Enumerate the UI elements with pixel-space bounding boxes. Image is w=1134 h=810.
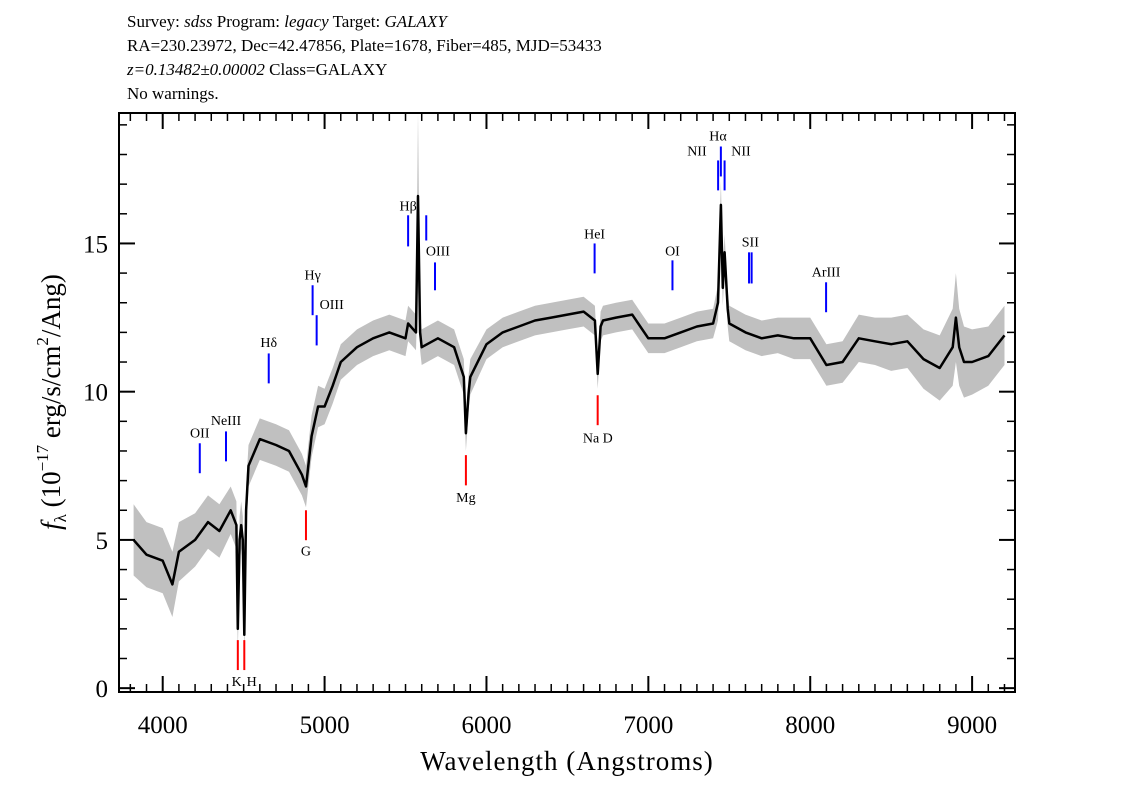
line-label-18: SII [742,235,759,250]
line-label-0: OII [190,426,210,441]
line-label-15: NII [687,144,707,159]
header-line-4: No warnings. [127,84,219,103]
header-line-3: z=0.13482±0.00002 Class=GALAXY [127,60,387,80]
redshift: z=0.13482±0.00002 [127,60,265,79]
class: Class=GALAXY [269,60,388,79]
y-axis-label: fλ (10−17 erg/s/cm2/Ang) [33,274,70,530]
header-line-1: Survey: sdss Program: legacy Target: GAL… [127,12,447,32]
y-tick-label: 5 [96,528,109,555]
line-label-1: NeIII [211,414,242,429]
header-line-2: RA=230.23972, Dec=42.47856, Plate=1678, … [127,36,602,55]
target-value: GALAXY [384,12,447,31]
x-tick-label: 4000 [138,712,188,739]
x-tick-label: 5000 [300,712,350,739]
x-axis-label: Wavelength (Angstroms) [420,746,714,776]
line-label-6: Hγ [304,268,320,283]
y-tick-label: 10 [83,380,108,407]
survey-value: sdss [184,12,213,31]
line-label-16: Hα [709,130,727,145]
target-label: Target: [332,12,381,31]
line-label-8: Hβ [399,199,416,214]
program-label: Program: [216,12,281,31]
line-label-3: H [247,675,257,690]
line-label-13: Na D [583,431,613,446]
plot-frame [118,112,1016,693]
line-label-7: OIII [320,298,344,313]
line-label-12: HeI [584,227,605,242]
line-label-2: K [232,675,242,690]
line-label-20: ArIII [812,265,841,280]
x-tick-label: 6000 [461,712,511,739]
line-label-5: G [301,544,311,559]
y-tick-label: 15 [83,231,108,258]
y-tick-label: 0 [96,676,109,703]
error-band [133,113,1005,659]
line-label-11: Mg [456,491,475,506]
survey-label: Survey: [127,12,180,31]
program-value: legacy [284,12,329,31]
line-label-10: OIII [426,244,450,259]
line-label-17: NII [731,144,751,159]
line-label-4: Hδ [260,336,277,351]
x-tick-label: 8000 [785,712,835,739]
flux-line [132,194,1006,637]
x-tick-label: 7000 [623,712,673,739]
line-label-14: OI [665,244,680,259]
x-tick-label: 9000 [947,712,997,739]
